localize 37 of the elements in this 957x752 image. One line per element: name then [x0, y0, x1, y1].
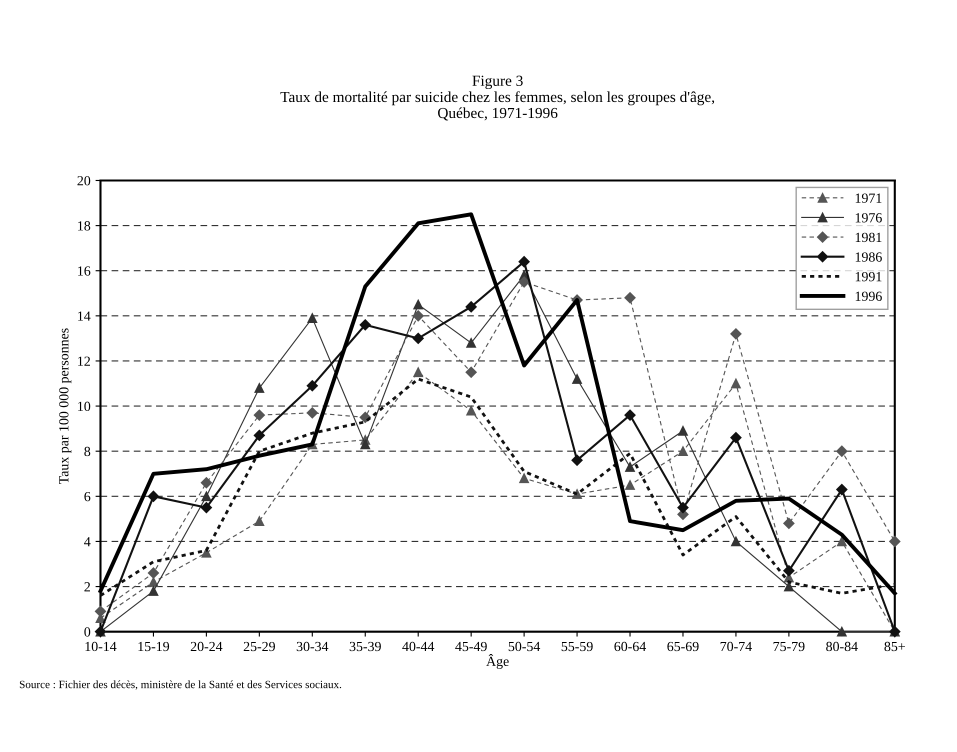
x-tick-label: 35-39	[350, 642, 381, 652]
y-tick-label: 12	[78, 356, 90, 366]
x-tick-label: 60-64	[614, 642, 646, 652]
x-tick-label: 40-44	[402, 642, 434, 652]
y-tick-label: 14	[78, 311, 91, 321]
y-tick-label: 18	[78, 221, 90, 231]
legend-label: 1986	[856, 252, 882, 262]
source-note: Source : Fichier des décès, ministère de la Santé et des Services sociaux.	[20, 680, 342, 690]
x-axis-title: Âge	[486, 654, 509, 669]
y-tick-label: 2	[84, 582, 90, 592]
x-tick-label: 25-29	[244, 642, 275, 652]
y-tick-label: 10	[78, 402, 90, 412]
y-axis-title: Taux par 100 000 personnes	[59, 328, 72, 484]
x-tick-label: 15-19	[138, 642, 170, 652]
x-tick-label: 20-24	[190, 642, 222, 652]
y-tick-label: 0	[84, 627, 90, 637]
legend-label: 1971	[856, 194, 882, 203]
y-tick-label: 20	[77, 176, 90, 186]
y-tick-label: 4	[84, 537, 91, 546]
x-tick-label: 30-34	[296, 642, 328, 652]
x-tick-label: 10-14	[86, 642, 116, 652]
x-tick-label: 55-59	[562, 642, 593, 652]
legend-label: 1996	[856, 292, 882, 301]
x-tick-label: 45-49	[455, 642, 487, 652]
x-tick-label: 80-84	[826, 642, 858, 652]
y-tick-label: 6	[84, 492, 90, 502]
x-tick-label: 75-79	[774, 642, 805, 652]
y-tick-label: 8	[84, 446, 90, 456]
legend-label: 1976	[856, 213, 882, 222]
legend-label: 1991	[856, 272, 882, 282]
chart-title: Figure 3 Taux de mortalité par suicide chez les femmes, selon les groupes d'âge, Québec, 1971-1996	[280, 76, 714, 120]
x-tick-label: 85+	[884, 642, 905, 652]
x-tick-label: 70-74	[720, 642, 752, 652]
legend-label: 1981	[856, 232, 882, 242]
x-tick-label: 65-69	[667, 642, 699, 652]
y-tick-label: 16	[78, 266, 90, 276]
x-tick-label: 50-54	[508, 642, 540, 652]
